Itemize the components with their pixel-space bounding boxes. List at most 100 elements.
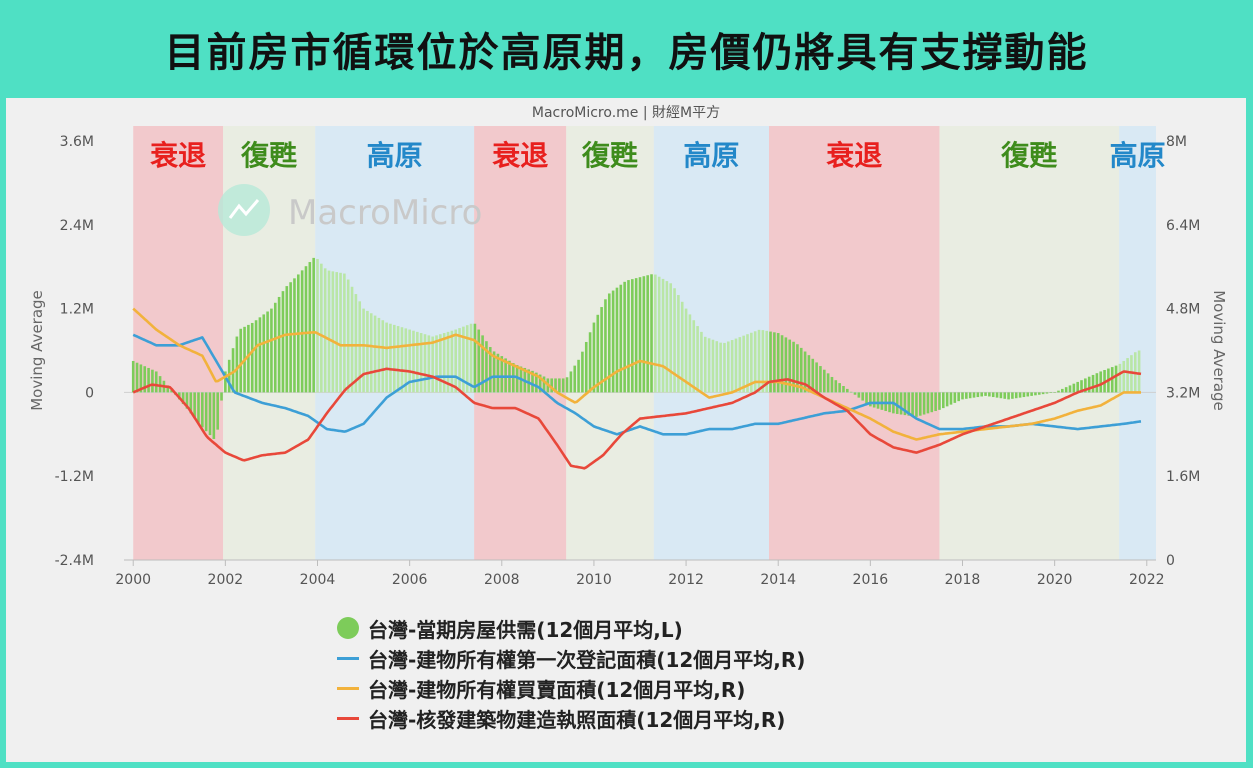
bar bbox=[439, 334, 442, 393]
bar bbox=[343, 273, 346, 393]
bar bbox=[1137, 350, 1141, 393]
bar bbox=[988, 392, 991, 397]
x-tick-label: 2018 bbox=[945, 572, 981, 588]
y-left-axis-title: Moving Average bbox=[28, 290, 46, 411]
y-right-tick-label: 1.6M bbox=[1166, 469, 1200, 485]
phase-band bbox=[653, 126, 769, 560]
bar bbox=[991, 392, 995, 398]
bar bbox=[131, 360, 135, 393]
watermark-text: MacroMicro bbox=[288, 193, 482, 233]
bar bbox=[788, 339, 792, 393]
bar bbox=[273, 302, 277, 393]
bar bbox=[677, 295, 680, 393]
bar bbox=[538, 374, 542, 393]
bar bbox=[623, 281, 626, 393]
bar bbox=[650, 274, 653, 393]
legend-label: 台灣-建物所有權第一次登記面積(12個月平均,R) bbox=[368, 647, 806, 672]
bar bbox=[688, 314, 692, 393]
bar bbox=[285, 286, 289, 393]
phase-label: 高原 bbox=[367, 139, 423, 172]
bar bbox=[711, 339, 715, 393]
legend-item[interactable]: 台灣-當期房屋供需(12個月平均,L) bbox=[336, 613, 805, 643]
legend-item[interactable]: 台灣-建物所有權第一次登記面積(12個月平均,R) bbox=[336, 643, 805, 673]
y-right-tick-label: 4.8M bbox=[1166, 302, 1200, 318]
bar bbox=[930, 392, 934, 413]
bar bbox=[147, 367, 150, 393]
bar bbox=[715, 341, 719, 393]
bar bbox=[1122, 360, 1126, 393]
bar bbox=[143, 366, 147, 393]
watermark-logo-mark bbox=[228, 199, 260, 219]
legend-line-icon bbox=[337, 686, 359, 690]
bar bbox=[535, 372, 538, 393]
x-tick-label: 2010 bbox=[576, 572, 612, 588]
phase-label: 高原 bbox=[1110, 139, 1166, 172]
chart-legend: 台灣-當期房屋供需(12個月平均,L) 台灣-建物所有權第一次登記面積(12個月平… bbox=[336, 613, 805, 733]
bar bbox=[316, 259, 319, 393]
y-left-tick-label: -2.4M bbox=[55, 553, 94, 569]
chart-panel: MacroMicro.me | 財經M平方 MacroMicro 衰退 復甦 高原 衰退復… bbox=[6, 98, 1246, 762]
bar bbox=[872, 392, 876, 408]
bar bbox=[627, 280, 630, 393]
bar bbox=[381, 320, 385, 393]
bar bbox=[1099, 371, 1103, 393]
legend-dot-icon bbox=[337, 617, 359, 639]
bar bbox=[922, 392, 926, 415]
bar bbox=[984, 392, 987, 396]
bar bbox=[615, 287, 619, 393]
bar bbox=[753, 331, 757, 393]
bar bbox=[224, 371, 227, 393]
bar bbox=[661, 278, 665, 393]
bar bbox=[185, 392, 189, 409]
bar bbox=[416, 331, 419, 393]
legend-label: 台灣-核發建築物建造執照面積(12個月平均,R) bbox=[368, 707, 786, 732]
bar bbox=[1064, 387, 1068, 393]
legend-item[interactable]: 台灣-建物所有權買賣面積(12個月平均,R) bbox=[336, 673, 805, 703]
bar bbox=[853, 392, 857, 395]
bar bbox=[934, 392, 937, 412]
bar bbox=[834, 380, 838, 393]
legend-item[interactable]: 台灣-核發建築物建造執照面積(12個月平均,R) bbox=[336, 703, 805, 733]
bar bbox=[723, 342, 726, 393]
bar bbox=[262, 314, 266, 393]
y-left-tick-label: 0 bbox=[85, 385, 94, 401]
bar bbox=[1022, 392, 1026, 398]
bar bbox=[419, 333, 423, 393]
bar bbox=[208, 392, 212, 436]
bar bbox=[942, 392, 945, 409]
bar bbox=[377, 317, 381, 393]
bar bbox=[270, 308, 273, 393]
bar bbox=[500, 356, 504, 393]
bar bbox=[903, 392, 907, 416]
bar bbox=[999, 392, 1003, 399]
bar bbox=[1080, 380, 1083, 393]
bar bbox=[638, 277, 642, 393]
bar bbox=[1114, 365, 1118, 393]
bar bbox=[427, 335, 431, 393]
bar bbox=[761, 330, 765, 393]
bar bbox=[911, 392, 914, 417]
bar bbox=[819, 366, 822, 393]
bar bbox=[842, 385, 845, 393]
bar bbox=[458, 328, 461, 393]
y-right-tick-label: 8M bbox=[1166, 134, 1187, 150]
phase-band bbox=[769, 126, 940, 560]
y-left-tick-label: 1.2M bbox=[60, 302, 94, 318]
bar bbox=[642, 276, 646, 393]
bar bbox=[446, 331, 450, 393]
bar bbox=[604, 299, 607, 393]
bar bbox=[631, 279, 634, 393]
bar bbox=[1087, 376, 1091, 393]
bar bbox=[166, 385, 170, 393]
bar bbox=[212, 392, 216, 439]
bar bbox=[965, 392, 968, 399]
bar bbox=[1068, 385, 1072, 393]
bar bbox=[1053, 392, 1056, 393]
bar bbox=[450, 330, 454, 393]
bar bbox=[531, 370, 534, 393]
legend-line-icon bbox=[337, 716, 359, 720]
bar bbox=[773, 332, 776, 393]
bar bbox=[473, 323, 477, 393]
bar bbox=[1037, 392, 1041, 395]
bar bbox=[799, 347, 803, 393]
